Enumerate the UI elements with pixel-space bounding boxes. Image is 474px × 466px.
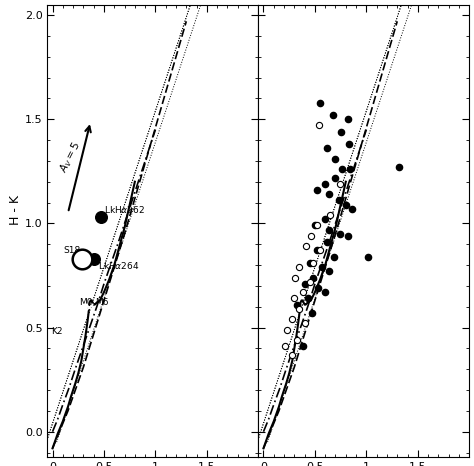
Point [293, 336, 301, 344]
Point [309, 259, 317, 267]
Point [313, 247, 321, 254]
Point [337, 128, 345, 136]
Point [345, 140, 353, 148]
Point [313, 186, 321, 194]
Point [306, 259, 314, 267]
Point [308, 309, 316, 317]
Point [321, 215, 329, 223]
Point [346, 165, 354, 173]
Point [292, 274, 299, 281]
Point [299, 288, 306, 296]
Point [309, 274, 317, 281]
Legend: Main Sequence, Giant, CTTS: Main Sequence, Giant, CTTS [339, 402, 454, 452]
Point [348, 205, 356, 212]
Point [79, 255, 86, 262]
Point [296, 263, 303, 271]
Point [319, 263, 326, 271]
Text: $A_V = 5$: $A_V = 5$ [57, 139, 84, 175]
Point [293, 301, 301, 308]
Point [336, 230, 343, 238]
Point [321, 288, 329, 296]
Text: S18: S18 [63, 246, 80, 254]
Point [291, 295, 298, 302]
Point [329, 111, 337, 119]
Point [326, 226, 333, 233]
Point [327, 211, 334, 219]
Point [323, 144, 331, 152]
Point [306, 278, 314, 286]
Point [281, 343, 289, 350]
Point [316, 247, 324, 254]
Point [326, 191, 333, 198]
Text: M0: M0 [79, 298, 92, 307]
Point [316, 99, 324, 106]
Point [301, 320, 309, 327]
Point [315, 122, 323, 129]
Point [336, 180, 343, 187]
Point [301, 280, 309, 288]
Point [344, 232, 352, 240]
Text: LkH$\alpha$264: LkH$\alpha$264 [98, 260, 139, 271]
Point [283, 326, 291, 333]
Point [313, 222, 321, 229]
Point [321, 180, 329, 187]
Point [395, 164, 403, 171]
Point [85, 303, 93, 310]
Point [332, 155, 339, 163]
Text: LkH$\alpha$262: LkH$\alpha$262 [104, 204, 145, 215]
Point [299, 343, 306, 350]
Point [332, 174, 339, 181]
Point [304, 295, 311, 302]
Text: K2: K2 [52, 327, 63, 336]
Point [311, 222, 319, 229]
Point [331, 253, 338, 260]
Point [289, 315, 296, 323]
Point [90, 255, 98, 262]
Point [97, 213, 105, 221]
Point [314, 284, 322, 292]
Point [323, 239, 331, 246]
Point [342, 201, 350, 208]
Point [289, 351, 296, 358]
Point [307, 232, 315, 240]
Point [296, 305, 303, 313]
Point [302, 243, 310, 250]
Text: H - K: H - K [9, 195, 22, 225]
Point [344, 116, 352, 123]
Point [335, 197, 342, 204]
Text: M6: M6 [95, 298, 108, 307]
Point [338, 165, 346, 173]
Point [326, 267, 333, 275]
Point [365, 253, 372, 260]
